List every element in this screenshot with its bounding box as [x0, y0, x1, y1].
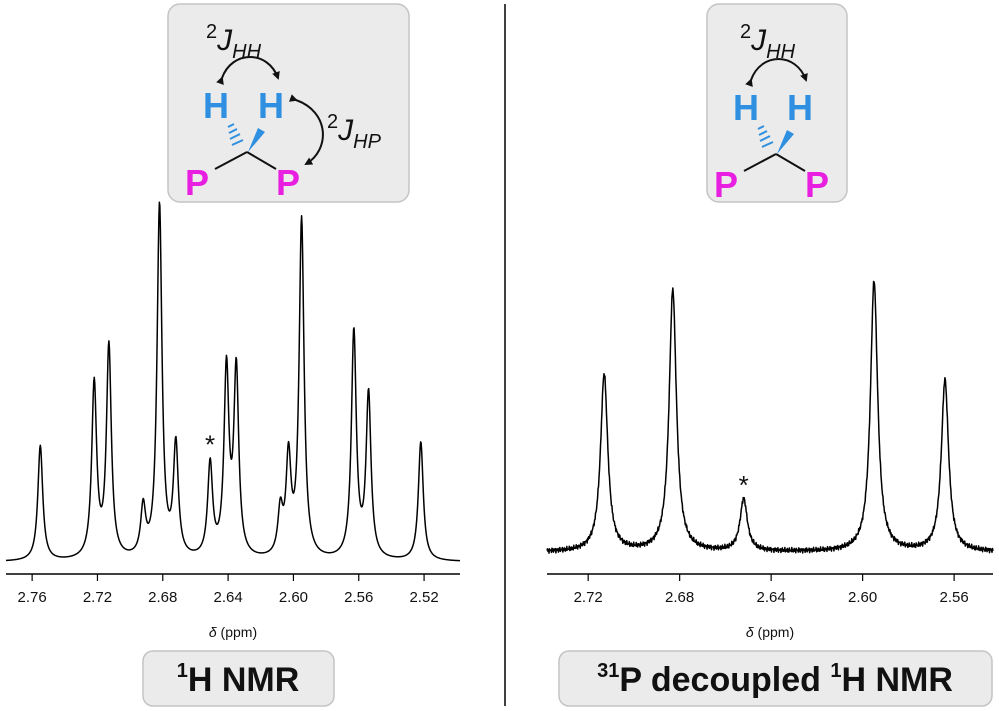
right-inset: 2JHH H H P P — [706, 3, 848, 205]
right-spectrum-plot: * 2.72 2.68 2.64 2.60 2.56 δ (ppm) — [546, 280, 994, 640]
right-panel-label: 31P decoupled 1H NMR — [558, 650, 993, 707]
left-impurity-marker: * — [205, 430, 215, 460]
right-jhh-arrow — [745, 58, 808, 87]
right-x-tick-label: 2.64 — [757, 589, 786, 606]
left-panel: 2JHH H H P P — [5, 3, 461, 707]
right-h-atom-2: H — [787, 87, 813, 128]
left-label-text: 1H NMR — [177, 660, 300, 699]
left-jhp-arrow — [289, 94, 324, 166]
right-x-tick-label: 2.56 — [940, 589, 969, 606]
right-cp-bond-2 — [775, 153, 806, 172]
right-h-atom-1: H — [733, 87, 759, 128]
right-panel: 2JHH H H P P * 2.72 2.68 2.64 2.60 2.56 δ (p… — [546, 3, 994, 707]
left-p-atom-1: P — [185, 162, 209, 203]
left-cp-bond-1 — [214, 151, 248, 170]
left-jhh-arrow — [216, 56, 280, 85]
left-x-tick-label: 2.64 — [213, 589, 242, 606]
left-x-tick-label: 2.52 — [409, 589, 438, 606]
left-spectrum-plot: * 2.76 2.72 2.68 2.64 2.60 2.56 2.52 δ (ppm) — [5, 201, 461, 640]
left-wedge-bond — [248, 128, 265, 152]
right-x-tick-label: 2.68 — [665, 589, 694, 606]
left-jhp-label: 2JHP — [327, 111, 382, 153]
left-x-ticks: 2.76 2.72 2.68 2.64 2.60 2.56 2.52 — [18, 574, 439, 606]
left-inset: 2JHH H H P P — [167, 3, 410, 203]
right-impurity-marker: * — [739, 470, 749, 500]
left-inset-box — [167, 3, 410, 203]
right-inset-box — [706, 3, 848, 203]
right-p-atom-1: P — [714, 164, 738, 205]
right-wedge-bond — [777, 130, 794, 154]
left-x-tick-label: 2.60 — [279, 589, 308, 606]
right-label-text: 31P decoupled 1H NMR — [597, 660, 953, 699]
left-x-tick-label: 2.68 — [148, 589, 177, 606]
left-jhh-label: 2JHH — [206, 21, 262, 63]
left-x-axis-title: δ (ppm) — [209, 624, 257, 640]
right-spectrum-line — [546, 280, 994, 554]
left-p-atom-2: P — [276, 162, 300, 203]
right-x-tick-label: 2.60 — [848, 589, 877, 606]
left-panel-label: 1H NMR — [142, 650, 335, 707]
left-h-atom-1: H — [203, 85, 229, 126]
left-x-tick-label: 2.72 — [83, 589, 112, 606]
right-hashed-bond — [757, 125, 774, 148]
right-jhh-label: 2JHH — [740, 21, 796, 63]
left-x-tick-label: 2.76 — [18, 589, 47, 606]
left-h-atom-2: H — [258, 85, 284, 126]
right-p-atom-2: P — [805, 164, 829, 205]
left-cp-bond-2 — [246, 151, 277, 170]
left-label-box — [142, 650, 335, 707]
left-spectrum-line — [5, 201, 461, 562]
left-x-tick-label: 2.56 — [344, 589, 373, 606]
right-cp-bond-1 — [743, 153, 777, 172]
left-hashed-bond — [227, 123, 244, 146]
right-label-box — [558, 650, 993, 707]
right-x-ticks: 2.72 2.68 2.64 2.60 2.56 — [574, 574, 969, 606]
right-x-axis-title: δ (ppm) — [746, 624, 794, 640]
right-x-tick-label: 2.72 — [574, 589, 603, 606]
